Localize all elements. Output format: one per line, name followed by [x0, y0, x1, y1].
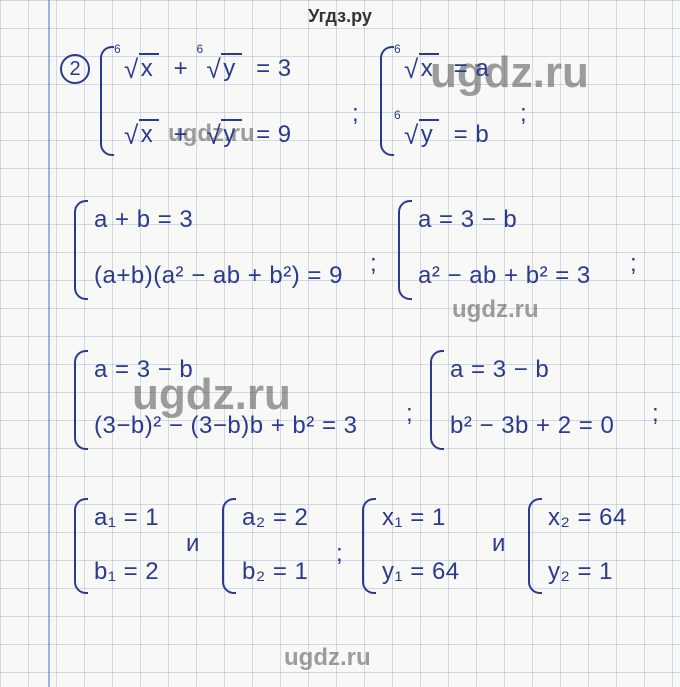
- eq: 6√y = b: [400, 118, 489, 149]
- brace: [430, 350, 444, 450]
- eq: y₂ = 1: [548, 558, 613, 586]
- conjunction: и: [186, 530, 200, 558]
- eq: a₁ = 1: [94, 504, 159, 532]
- problem-number: 2: [60, 54, 90, 84]
- eq: a² − ab + b² = 3: [418, 262, 591, 290]
- brace: [528, 498, 542, 594]
- eq: a = 3 − b: [450, 356, 549, 384]
- eq: b² − 3b + 2 = 0: [450, 412, 614, 440]
- eq: a + b = 3: [94, 206, 193, 234]
- eq: √x + √y = 9: [120, 118, 292, 149]
- eq: y₁ = 64: [382, 558, 460, 586]
- eq: b₂ = 1: [242, 558, 308, 586]
- brace: [74, 200, 88, 300]
- site-header: Угдз.ру: [0, 6, 680, 27]
- eq: (3−b)² − (3−b)b + b² = 3: [94, 412, 357, 440]
- brace: [74, 498, 88, 594]
- eq: x₁ = 1: [382, 504, 446, 532]
- brace: [362, 498, 376, 594]
- eq: a₂ = 2: [242, 504, 308, 532]
- semicolon: ;: [630, 250, 637, 278]
- eq: x₂ = 64: [548, 504, 627, 532]
- eq: (a+b)(a² − ab + b²) = 9: [94, 262, 343, 290]
- brace: [222, 498, 236, 594]
- brace: [380, 46, 394, 156]
- semicolon: ;: [406, 400, 413, 428]
- problem-number-text: 2: [69, 58, 80, 81]
- eq: b₁ = 2: [94, 558, 159, 586]
- semicolon: ;: [352, 100, 359, 128]
- watermark: ugdz.ru: [452, 296, 539, 324]
- notebook-margin: [48, 0, 50, 687]
- brace: [100, 46, 114, 156]
- eq: 6√x = a: [400, 52, 489, 83]
- watermark: ugdz.ru: [284, 644, 371, 672]
- brace: [398, 200, 412, 300]
- semicolon: ;: [336, 540, 343, 568]
- eq: 6√x + 6√y = 3: [120, 52, 292, 83]
- brace: [74, 350, 88, 450]
- eq: a = 3 − b: [94, 356, 193, 384]
- semicolon: ;: [652, 400, 659, 428]
- semicolon: ;: [370, 250, 377, 278]
- conjunction: и: [492, 530, 506, 558]
- eq: a = 3 − b: [418, 206, 517, 234]
- semicolon: ;: [520, 100, 527, 128]
